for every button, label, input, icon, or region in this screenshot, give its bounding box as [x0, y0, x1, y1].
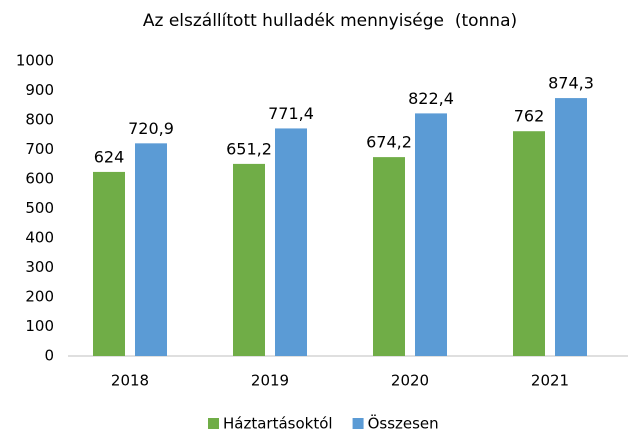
value-label: 674,2: [366, 133, 412, 152]
x-tick-label: 2020: [391, 372, 429, 390]
legend-swatch: [352, 418, 364, 429]
value-label: 771,4: [268, 104, 314, 123]
x-tick-label: 2021: [531, 372, 569, 390]
y-tick-label: 700: [25, 140, 54, 158]
value-label: 624: [94, 147, 125, 166]
y-tick-label: 800: [25, 111, 54, 129]
bar: [555, 98, 587, 357]
x-tick-label: 2019: [251, 372, 289, 390]
y-tick-label: 100: [25, 317, 54, 335]
value-label: 874,3: [548, 74, 594, 93]
y-tick-label: 300: [25, 258, 54, 276]
legend-label: Összesen: [368, 414, 439, 433]
x-tick-label: 2018: [111, 372, 149, 390]
bar: [93, 171, 125, 356]
y-tick-label: 1000: [16, 52, 54, 70]
y-tick-label: 0: [44, 347, 54, 365]
bar: [135, 143, 167, 356]
y-tick-label: 600: [25, 170, 54, 188]
y-tick-label: 400: [25, 229, 54, 247]
bar: [415, 113, 447, 356]
y-tick-label: 900: [25, 81, 54, 99]
value-label: 762: [514, 107, 545, 126]
bar: [513, 131, 545, 356]
legend-label: Háztartásoktól: [223, 415, 333, 433]
value-label: 822,4: [408, 89, 454, 108]
y-tick-label: 500: [25, 199, 54, 217]
bar: [373, 157, 405, 356]
bar: [233, 163, 265, 356]
bar: [275, 128, 307, 356]
legend-swatch: [208, 418, 219, 429]
value-label: 651,2: [226, 139, 272, 158]
y-tick-label: 200: [25, 288, 54, 306]
chart-title: Az elszállított hulladék mennyisége (ton…: [143, 11, 517, 31]
value-label: 720,9: [128, 119, 174, 138]
